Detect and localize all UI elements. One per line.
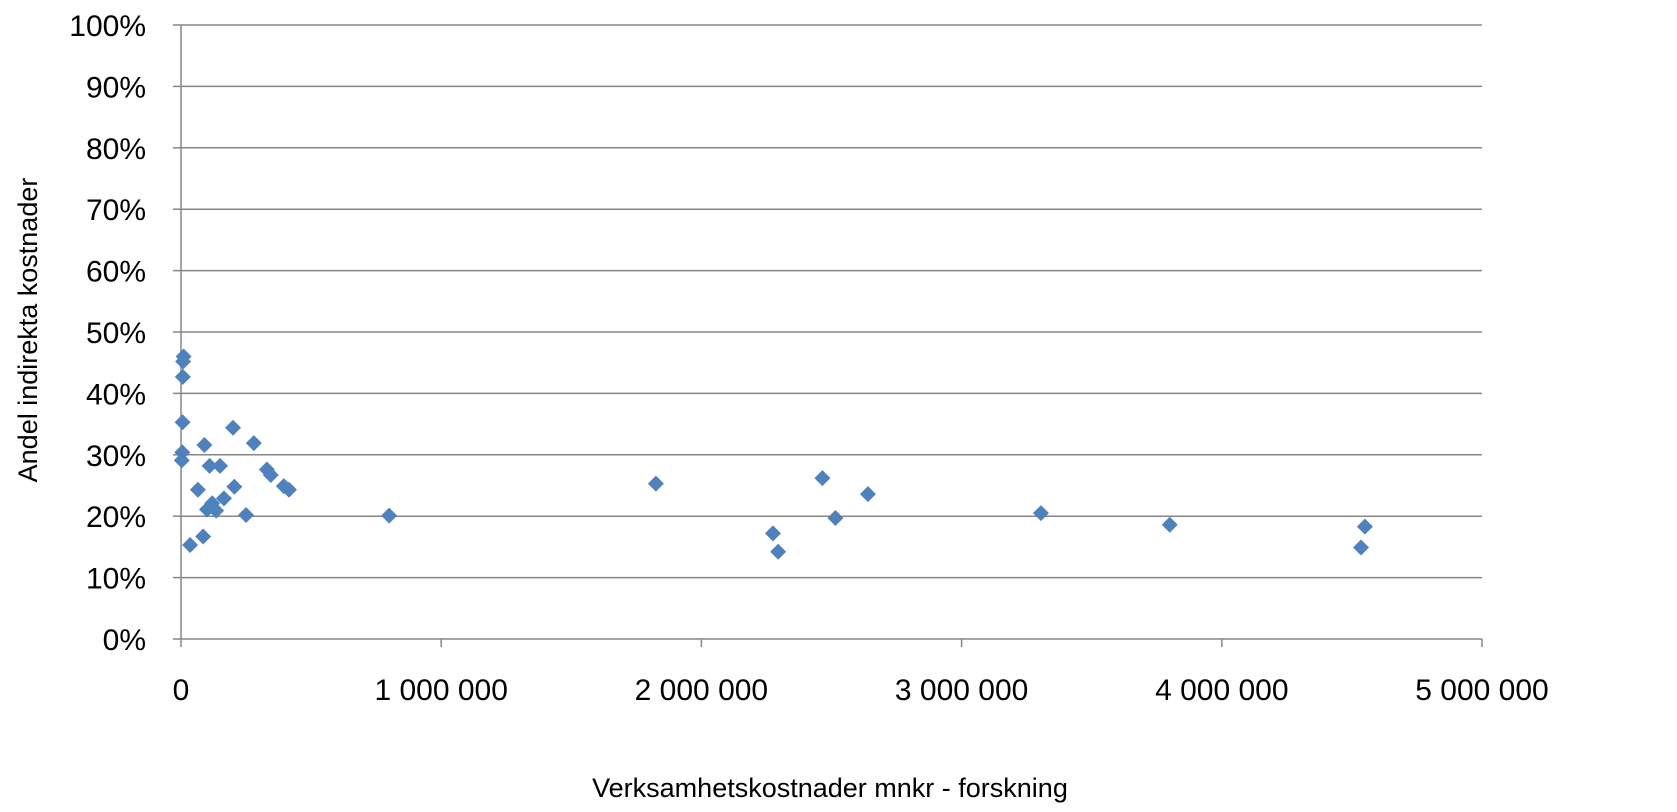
x-tick-label: 1 000 000 [374,674,507,707]
y-tick-label: 50% [86,317,146,350]
x-tick-labels: 0 1 000 000 2 000 000 3 000 000 4 000 000 5 0… [173,674,1549,707]
data-point [1032,505,1049,522]
y-tick-label: 70% [86,194,146,227]
x-tick-label: 2 000 000 [635,674,768,707]
data-point [859,486,876,503]
data-point [196,436,213,453]
y-tick-label: 90% [86,71,146,104]
x-tick-label: 4 000 000 [1155,674,1288,707]
y-tick-label: 80% [86,133,146,166]
data-point [175,353,192,370]
data-point [245,435,262,452]
y-tick-label: 0% [103,624,146,657]
x-axis-title: Verksamhetskostnader mnkr - forskning [592,773,1068,803]
x-tick-label: 5 000 000 [1415,674,1548,707]
x-tick-label: 3 000 000 [895,674,1028,707]
axes [173,24,1483,647]
data-point [174,414,191,431]
data-point [1356,518,1373,535]
data-point [1353,539,1370,556]
data-point [215,490,232,507]
data-point [764,525,781,542]
data-point [814,470,831,487]
y-tick-label: 40% [86,378,146,411]
data-point [226,478,243,495]
data-point [238,506,255,523]
data-point [174,368,191,385]
y-tick-label: 30% [86,440,146,473]
data-point [381,507,398,524]
data-point [201,457,218,474]
data-point [647,475,664,492]
data-point [827,510,844,527]
data-points [173,348,1373,560]
y-tick-label: 60% [86,256,146,289]
data-point [173,452,190,469]
data-point [225,419,242,436]
data-point [212,457,229,474]
data-point [189,481,206,498]
y-axis-title: Andel indirekta kostnader [13,178,43,483]
gridlines [181,24,1482,579]
y-tick-label: 10% [86,563,146,596]
data-point [195,528,212,545]
data-point [1161,516,1178,533]
data-point [208,502,225,519]
y-tick-labels: 0% 10% 20% 30% 40% 50% 60% 70% 80% 90% 100% [69,10,146,657]
data-point [770,543,787,560]
data-point [182,537,199,554]
y-tick-label: 100% [69,10,146,43]
data-point [280,481,297,498]
x-tick-label: 0 [173,674,190,707]
y-tick-label: 20% [86,501,146,534]
data-point [262,467,279,484]
